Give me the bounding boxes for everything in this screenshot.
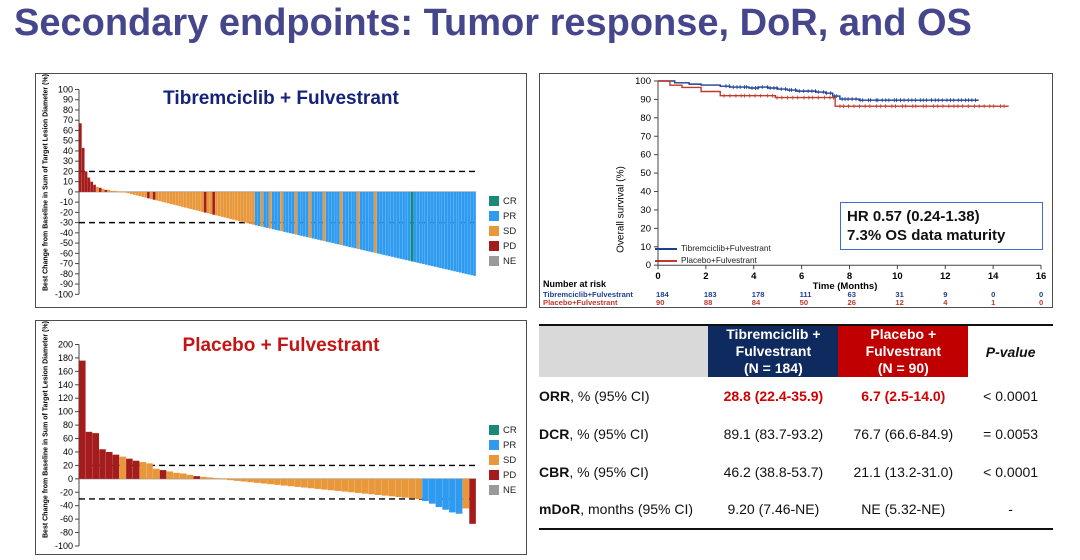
svg-text:10: 10 bbox=[640, 242, 651, 253]
svg-text:60: 60 bbox=[63, 125, 73, 135]
svg-text:160: 160 bbox=[58, 366, 73, 376]
svg-text:80: 80 bbox=[640, 113, 651, 124]
svg-text:-100: -100 bbox=[55, 541, 73, 551]
svg-text:100: 100 bbox=[58, 85, 73, 95]
svg-text:-100: -100 bbox=[55, 289, 73, 299]
svg-text:40: 40 bbox=[63, 447, 73, 457]
svg-text:-60: -60 bbox=[60, 514, 73, 524]
svg-text:10: 10 bbox=[63, 177, 73, 187]
svg-text:-80: -80 bbox=[60, 528, 73, 538]
svg-text:80: 80 bbox=[63, 105, 73, 115]
svg-text:-30: -30 bbox=[60, 218, 73, 228]
svg-text:60: 60 bbox=[63, 434, 73, 444]
svg-text:0: 0 bbox=[655, 271, 660, 282]
svg-text:0: 0 bbox=[68, 474, 73, 484]
svg-text:70: 70 bbox=[640, 131, 651, 142]
svg-text:8: 8 bbox=[847, 271, 852, 282]
svg-text:-40: -40 bbox=[60, 228, 73, 238]
svg-text:16: 16 bbox=[1036, 271, 1047, 282]
svg-text:90: 90 bbox=[63, 95, 73, 105]
svg-text:200: 200 bbox=[58, 340, 73, 350]
svg-text:60: 60 bbox=[640, 150, 651, 161]
svg-text:10: 10 bbox=[892, 271, 903, 282]
svg-text:20: 20 bbox=[63, 166, 73, 176]
svg-text:140: 140 bbox=[58, 380, 73, 390]
svg-text:40: 40 bbox=[640, 187, 651, 198]
svg-text:-90: -90 bbox=[60, 279, 73, 289]
svg-text:40: 40 bbox=[63, 146, 73, 156]
svg-text:120: 120 bbox=[58, 393, 73, 403]
svg-text:12: 12 bbox=[940, 271, 951, 282]
svg-text:-70: -70 bbox=[60, 259, 73, 269]
svg-text:180: 180 bbox=[58, 353, 73, 363]
svg-text:70: 70 bbox=[63, 115, 73, 125]
svg-text:90: 90 bbox=[640, 94, 651, 105]
svg-text:100: 100 bbox=[635, 76, 651, 87]
svg-text:20: 20 bbox=[63, 460, 73, 470]
svg-text:0: 0 bbox=[68, 187, 73, 197]
svg-text:-60: -60 bbox=[60, 248, 73, 258]
svg-text:50: 50 bbox=[63, 136, 73, 146]
svg-text:2: 2 bbox=[703, 271, 708, 282]
svg-text:100: 100 bbox=[58, 407, 73, 417]
svg-text:20: 20 bbox=[640, 223, 651, 234]
svg-text:-20: -20 bbox=[60, 207, 73, 217]
svg-text:6: 6 bbox=[799, 271, 804, 282]
svg-text:14: 14 bbox=[988, 271, 999, 282]
svg-text:-80: -80 bbox=[60, 269, 73, 279]
svg-text:-50: -50 bbox=[60, 238, 73, 248]
svg-text:-10: -10 bbox=[60, 197, 73, 207]
svg-text:-20: -20 bbox=[60, 487, 73, 497]
svg-text:80: 80 bbox=[63, 420, 73, 430]
svg-text:4: 4 bbox=[751, 271, 757, 282]
svg-text:30: 30 bbox=[640, 205, 651, 216]
svg-text:50: 50 bbox=[640, 168, 651, 179]
svg-text:-40: -40 bbox=[60, 501, 73, 511]
svg-text:30: 30 bbox=[63, 156, 73, 166]
svg-text:0: 0 bbox=[646, 260, 651, 271]
